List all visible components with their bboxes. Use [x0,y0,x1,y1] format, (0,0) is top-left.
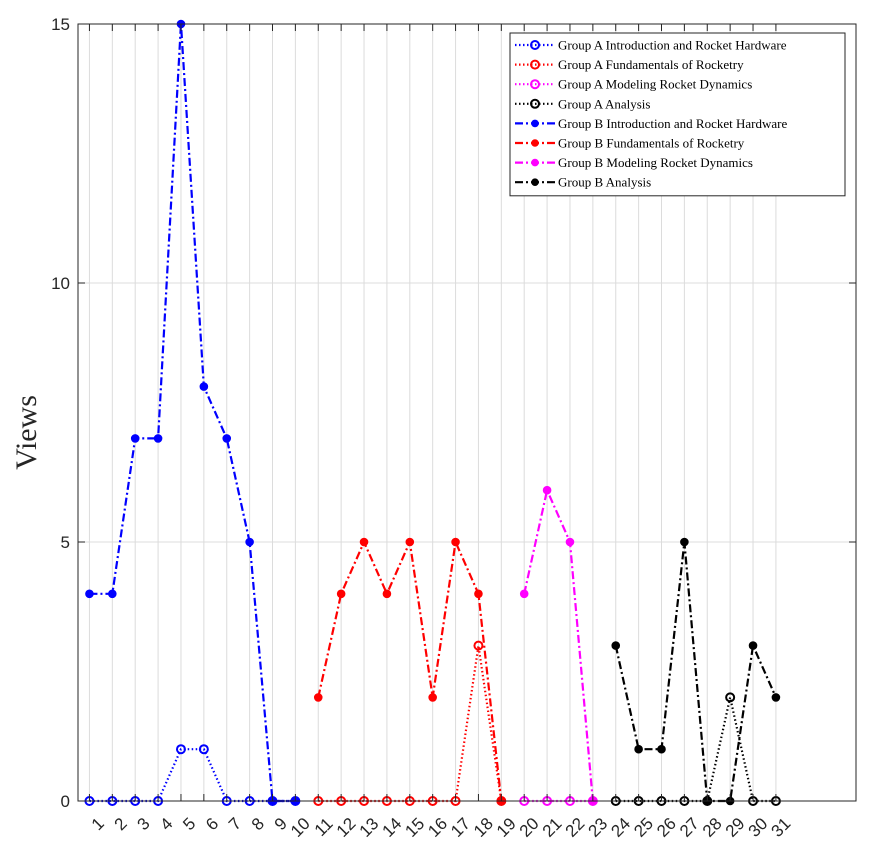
series-path [523,486,594,802]
legend-marker [530,40,540,50]
data-point [108,589,117,599]
data-point [313,693,323,702]
legend-label: Group A Analysis [558,96,650,111]
x-tick-label: 5 [179,814,199,834]
data-point [336,589,346,599]
grid [78,23,856,802]
data-point [542,485,552,495]
legend-entry: Group A Modeling Rocket Dynamics [515,77,752,92]
legend-marker [531,119,539,128]
series-path [89,23,296,803]
legend-entry: Group B Modeling Rocket Dynamics [515,155,753,170]
data-point [382,589,392,599]
x-tick-label: 8 [248,814,268,834]
data-point [153,434,163,443]
y-tick-label: 5 [61,533,70,552]
data-point [199,382,209,391]
x-tick-label: 10 [287,814,314,841]
legend-entry: Group B Fundamentals of Rocketry [515,136,745,151]
legend-marker [531,139,539,147]
data-point [405,537,415,547]
series-line [313,537,506,806]
x-tick-label: 1 [88,814,108,834]
data-point [611,641,621,650]
x-tick-label: 4 [156,814,176,834]
y-tick-label: 15 [51,15,70,34]
data-point [175,744,186,755]
legend-marker [530,79,540,90]
data-point [130,434,140,443]
legend-label: Group B Modeling Rocket Dynamics [558,155,753,170]
legend-box [509,32,846,197]
legend-label: Group B Analysis [558,175,651,190]
data-point [634,744,643,754]
legend-marker [531,158,539,167]
x-tick-label: 31 [768,814,795,841]
data-point [771,693,781,702]
data-point [245,537,254,547]
legend-entry: Group B Analysis [515,175,651,190]
data-point [725,692,736,703]
data-point [519,589,529,599]
data-point [428,693,437,702]
data-point [222,434,232,443]
data-point [198,744,209,755]
y-tick-label: 0 [61,792,70,811]
legend-marker [530,59,540,70]
x-tick-label: 7 [225,814,245,834]
x-tick-label: 6 [202,814,222,834]
legend-marker [531,178,539,186]
x-tick-label: 9 [271,814,291,834]
legend-entry: Group A Introduction and Rocket Hardware [515,38,787,53]
data-point [359,537,369,547]
data-point [451,537,460,547]
data-point [680,537,689,547]
series-path [89,748,296,803]
series-line [611,537,781,806]
legend-entry: Group A Analysis [515,96,650,111]
series-path [614,541,777,803]
data-point [657,744,666,754]
legend-label: Group A Fundamentals of Rocketry [558,57,744,72]
data-point [474,589,483,599]
y-axis-label: Views [10,395,43,470]
data-point [85,589,94,599]
legend-label: Group B Fundamentals of Rocketry [558,136,745,151]
y-tick-label: 10 [51,274,70,293]
legend-label: Group B Introduction and Rocket Hardware [558,116,787,131]
data-point [565,537,575,547]
axes-box [77,23,857,802]
series-group [84,19,781,806]
data-point [473,640,484,651]
legend-entry: Group A Fundamentals of Rocketry [515,57,744,72]
legend-label: Group A Modeling Rocket Dynamics [558,77,752,92]
series-line [519,485,598,806]
legend: Group A Introduction and Rocket Hardware… [509,32,846,197]
data-point [748,641,758,650]
legend-label: Group A Introduction and Rocket Hardware [558,38,787,53]
series-line [85,19,300,806]
x-tick-label: 3 [134,814,154,834]
x-tick-label: 2 [111,814,131,834]
legend-entry: Group B Introduction and Rocket Hardware [515,116,787,131]
legend-marker [530,98,540,109]
